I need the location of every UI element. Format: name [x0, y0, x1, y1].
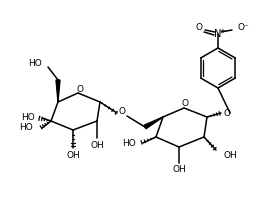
- Text: O: O: [196, 23, 202, 32]
- Text: OH: OH: [172, 166, 186, 175]
- Text: OH: OH: [90, 141, 104, 149]
- Text: HO: HO: [28, 59, 42, 67]
- Text: +: +: [219, 28, 225, 34]
- Text: O⁻: O⁻: [238, 23, 250, 32]
- Text: O: O: [182, 99, 188, 109]
- Polygon shape: [56, 80, 60, 102]
- Text: O: O: [77, 84, 83, 93]
- Polygon shape: [144, 117, 163, 129]
- Text: OH: OH: [66, 151, 80, 160]
- Text: N: N: [214, 29, 222, 39]
- Text: HO: HO: [122, 139, 136, 147]
- Text: O: O: [118, 107, 126, 116]
- Text: O: O: [223, 109, 231, 118]
- Text: HO: HO: [19, 124, 33, 133]
- Text: OH: OH: [223, 151, 237, 160]
- Text: HO: HO: [21, 114, 35, 122]
